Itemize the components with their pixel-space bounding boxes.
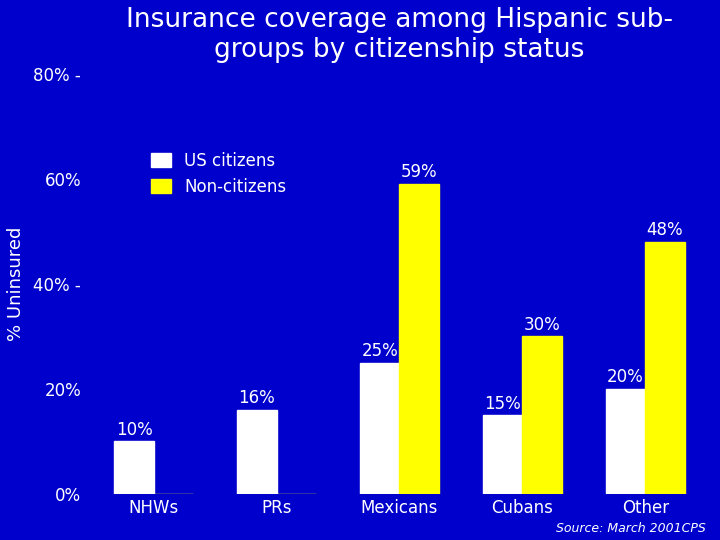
Text: 59%: 59% [401, 163, 438, 181]
Text: 16%: 16% [238, 389, 275, 407]
Bar [522, 336, 562, 494]
Bar [400, 184, 438, 494]
Bar [114, 441, 153, 494]
Text: 25%: 25% [361, 342, 398, 360]
Y-axis label: % Uninsured: % Uninsured [7, 227, 25, 341]
Title: Insurance coverage among Hispanic sub-
groups by citizenship status: Insurance coverage among Hispanic sub- g… [126, 7, 673, 63]
Legend: US citizens, Non-citizens: US citizens, Non-citizens [145, 145, 293, 202]
Text: 30%: 30% [523, 316, 560, 334]
Bar [238, 410, 276, 494]
Text: 15%: 15% [485, 395, 521, 413]
Text: 48%: 48% [647, 221, 683, 239]
Bar [606, 389, 645, 494]
Text: Source: March 2001CPS: Source: March 2001CPS [556, 522, 706, 535]
Text: 10%: 10% [116, 421, 153, 439]
Text: 20%: 20% [607, 368, 644, 386]
Bar [360, 363, 400, 494]
Bar [483, 415, 522, 494]
Bar [645, 242, 685, 494]
